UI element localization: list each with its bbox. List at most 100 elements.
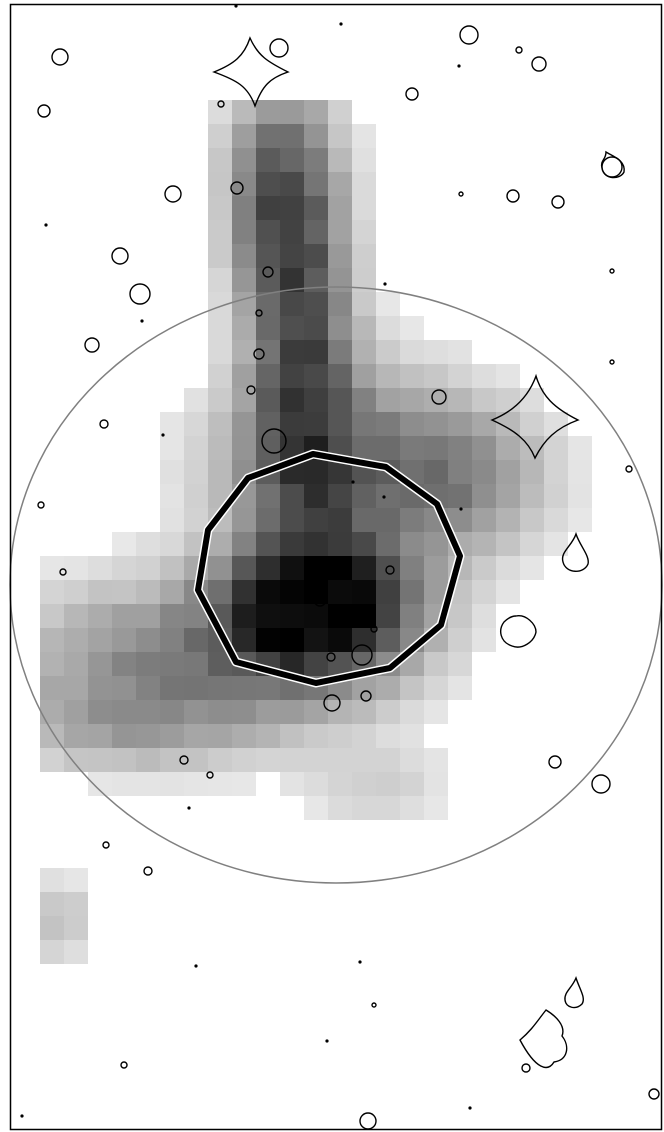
intensity-pixel xyxy=(352,412,376,436)
intensity-pixel xyxy=(328,580,352,604)
intensity-pixel xyxy=(304,388,328,412)
star-contour-icon xyxy=(313,593,327,607)
intensity-pixel xyxy=(256,532,280,556)
star-contour-icon xyxy=(269,38,289,58)
intensity-pixel xyxy=(232,340,256,364)
intensity-pixel xyxy=(352,436,376,460)
intensity-pixel xyxy=(472,436,496,460)
intensity-pixel xyxy=(304,244,328,268)
intensity-pixel xyxy=(376,580,400,604)
star-contour-icon xyxy=(648,1088,660,1100)
intensity-pixel xyxy=(496,580,520,604)
star-burst-contours xyxy=(212,36,625,1069)
star-contour-icon xyxy=(51,48,69,66)
intensity-pixel xyxy=(208,676,232,700)
intensity-pixel xyxy=(352,676,376,700)
intensity-pixel xyxy=(304,772,328,796)
intensity-pixel xyxy=(568,508,592,532)
intensity-pixel xyxy=(376,556,400,580)
intensity-pixel xyxy=(448,412,472,436)
intensity-pixel xyxy=(256,436,280,460)
intensity-pixel xyxy=(304,748,328,772)
intensity-pixel xyxy=(544,436,568,460)
star-contour-icon xyxy=(246,385,256,395)
intensity-pixel xyxy=(208,580,232,604)
intensity-pixel xyxy=(352,796,376,820)
intensity-pixel xyxy=(496,364,520,388)
intensity-pixel xyxy=(352,220,376,244)
intensity-pixel xyxy=(184,628,208,652)
intensity-pixel xyxy=(328,220,352,244)
point-source-dot xyxy=(140,319,144,323)
intensity-pixel xyxy=(328,388,352,412)
intensity-pixel xyxy=(232,388,256,412)
intensity-pixel xyxy=(160,628,184,652)
intensity-pixel xyxy=(400,364,424,388)
intensity-pixel xyxy=(40,940,64,964)
drop-contour-2 xyxy=(564,975,585,1009)
intensity-pixel xyxy=(448,628,472,652)
intensity-pixel xyxy=(376,532,400,556)
intensity-pixel-grid xyxy=(40,100,592,964)
intensity-pixel xyxy=(232,292,256,316)
intensity-pixel xyxy=(424,460,448,484)
intensity-pixel xyxy=(544,508,568,532)
intensity-pixel xyxy=(352,340,376,364)
intensity-pixel xyxy=(64,580,88,604)
intensity-pixel xyxy=(184,676,208,700)
intensity-pixel xyxy=(232,364,256,388)
intensity-pixel xyxy=(136,652,160,676)
intensity-pixel xyxy=(328,508,352,532)
intensity-pixel xyxy=(328,772,352,796)
intensity-pixel xyxy=(112,772,136,796)
point-source-dot xyxy=(351,480,355,484)
intensity-pixel xyxy=(328,244,352,268)
intensity-pixel xyxy=(304,508,328,532)
star-contour-icon xyxy=(506,189,520,203)
intensity-pixel xyxy=(208,772,232,796)
intensity-pixel xyxy=(448,364,472,388)
intensity-pixel xyxy=(232,172,256,196)
intensity-pixel xyxy=(472,532,496,556)
intensity-pixel xyxy=(328,364,352,388)
intensity-pixel xyxy=(424,676,448,700)
intensity-pixel xyxy=(496,436,520,460)
star-contour-icon xyxy=(99,419,109,429)
intensity-pixel xyxy=(232,676,256,700)
intensity-pixel xyxy=(328,628,352,652)
intensity-pixel xyxy=(64,700,88,724)
intensity-pixel xyxy=(496,484,520,508)
star-contour-icon xyxy=(431,389,447,405)
intensity-pixel xyxy=(400,700,424,724)
intensity-pixel xyxy=(280,628,304,652)
intensity-pixel xyxy=(448,436,472,460)
point-source-dot xyxy=(468,1106,472,1110)
intensity-pixel xyxy=(256,676,280,700)
intensity-pixel xyxy=(400,388,424,412)
intensity-pixel xyxy=(256,484,280,508)
intensity-pixel xyxy=(472,412,496,436)
intensity-pixel xyxy=(376,364,400,388)
intensity-pixel xyxy=(232,268,256,292)
star-contour-icon xyxy=(459,25,479,45)
intensity-pixel xyxy=(376,700,400,724)
intensity-pixel xyxy=(256,244,280,268)
intensity-pixel xyxy=(256,412,280,436)
intensity-pixel xyxy=(280,580,304,604)
intensity-pixel xyxy=(352,148,376,172)
intensity-pixel xyxy=(520,532,544,556)
star-contour-icon xyxy=(262,266,274,278)
intensity-pixel xyxy=(256,628,280,652)
intensity-pixel xyxy=(352,364,376,388)
intensity-pixel xyxy=(304,412,328,436)
intensity-pixel xyxy=(184,388,208,412)
intensity-pixel xyxy=(64,748,88,772)
intensity-pixel xyxy=(208,436,232,460)
intensity-pixel xyxy=(232,436,256,460)
intensity-pixel xyxy=(304,220,328,244)
intensity-pixel xyxy=(136,580,160,604)
intensity-pixel xyxy=(184,460,208,484)
intensity-pixel xyxy=(256,580,280,604)
intensity-pixel xyxy=(376,508,400,532)
intensity-pixel xyxy=(280,772,304,796)
